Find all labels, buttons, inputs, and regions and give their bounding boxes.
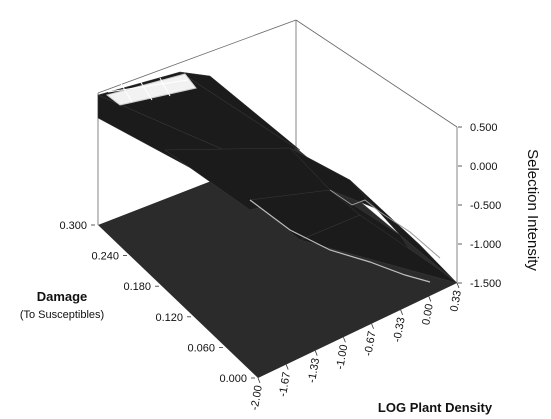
x-axis-ticks: -2.00 -1.67 -1.33 -1.00 -0.67 -0.33 0.00 0.33 — [249, 282, 464, 411]
surface-edge-line — [329, 189, 441, 259]
x-tick-mark — [343, 337, 346, 343]
x-tick-mark — [371, 323, 374, 329]
back-wall-top-edge — [97, 19, 297, 94]
x-tick-label: -0.67 — [362, 330, 378, 357]
x-tick-label: 0.33 — [448, 289, 464, 312]
x-tick-mark — [285, 364, 289, 370]
plateau-grid-line — [107, 79, 189, 93]
x-tick-label: 0.00 — [420, 303, 436, 326]
x-tick-label: -1.67 — [277, 371, 293, 398]
y-tick-label: 0.120 — [155, 312, 183, 324]
y-axis-subtitle: (To Susceptibles) — [20, 309, 104, 321]
z-tick-label: 0.000 — [470, 161, 498, 173]
z-axis-ticks: 0.500 0.000 -0.500 -1.000 -1.500 — [458, 122, 501, 290]
z-tick-label: -0.500 — [470, 200, 501, 212]
y-axis-ticks: 0.000 0.060 0.120 0.180 0.240 0.300 — [59, 220, 255, 385]
y-tick-label: 0.240 — [91, 251, 119, 263]
y-tick-label: 0.000 — [219, 373, 247, 385]
surface-patch — [299, 214, 458, 284]
z-tick-label: -1.500 — [470, 278, 501, 290]
x-tick-mark — [257, 377, 261, 384]
x-tick-mark — [314, 350, 318, 356]
plateau-grid-line — [139, 80, 153, 101]
x-tick-label: -0.33 — [391, 316, 407, 343]
x-tick-label: -2.00 — [249, 384, 265, 411]
surface-patch — [179, 71, 301, 151]
floor-plane — [98, 148, 457, 378]
right-wall-top-edge — [295, 19, 458, 128]
surface-ridge-line — [249, 199, 431, 283]
z-tick-label: 0.500 — [470, 122, 498, 134]
y-axis-title: Damage — [37, 289, 88, 304]
plateau-highlight — [105, 73, 197, 106]
y-tick-label: 0.300 — [59, 220, 87, 232]
x-tick-mark — [456, 282, 460, 289]
y-tick-label: 0.060 — [187, 342, 215, 354]
plateau-grid-line — [159, 77, 171, 97]
x-tick-mark — [428, 296, 432, 302]
x-tick-label: -1.33 — [306, 357, 322, 384]
x-axis-title: LOG Plant Density — [378, 400, 493, 415]
z-axis-title: Selection Intensity — [524, 149, 541, 271]
x-tick-mark — [400, 309, 404, 316]
x-tick-label: -1.00 — [334, 344, 350, 371]
z-tick-label: -1.000 — [470, 239, 501, 251]
plateau-grid-line — [119, 81, 133, 103]
y-tick-label: 0.180 — [123, 281, 151, 293]
